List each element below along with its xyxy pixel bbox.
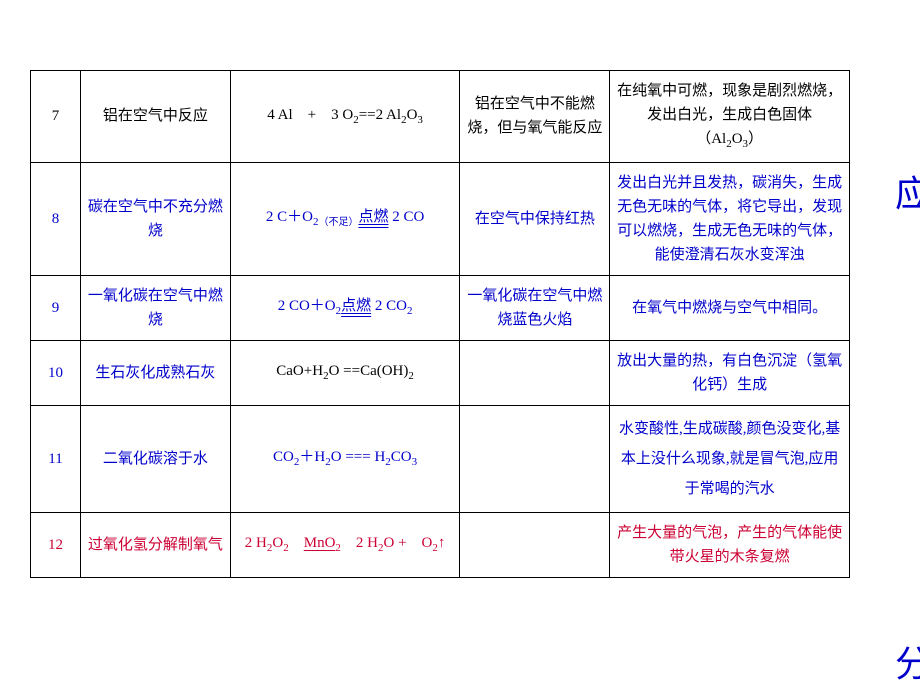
catalyst-label: MnO2 bbox=[304, 535, 341, 551]
reaction-name: 过氧化氢分解制氧气 bbox=[80, 512, 230, 577]
reaction-name: 二氧化碳溶于水 bbox=[80, 405, 230, 512]
reaction-equation: 4 Al + 3 O2==2 Al2O3 bbox=[230, 71, 460, 163]
reaction-desc: 放出大量的热，有白色沉淀（氢氧化钙）生成 bbox=[610, 340, 850, 405]
table-row: 8 碳在空气中不充分燃烧 2 C＋O2（不足）点燃 2 CO 在空气中保持红热 … bbox=[31, 162, 850, 275]
reaction-desc: 水变酸性,生成碳酸,颜色没变化,基本上没什么现象,就是冒气泡,应用于常喝的汽水 bbox=[610, 405, 850, 512]
reaction-name: 生石灰化成熟石灰 bbox=[80, 340, 230, 405]
reaction-desc: 在纯氧中可燃，现象是剧烈燃烧，发出白光，生成白色固体（Al2O3） bbox=[610, 71, 850, 163]
reaction-equation: 2 CO＋O2点燃 2 CO2 bbox=[230, 275, 460, 340]
reaction-equation: CO2＋H2O === H2CO3 bbox=[230, 405, 460, 512]
condition-label: 点燃 bbox=[341, 298, 371, 314]
table-row: 10 生石灰化成熟石灰 CaO+H2O ==Ca(OH)2 放出大量的热，有白色… bbox=[31, 340, 850, 405]
reaction-equation: 2 H2O2 MnO2 2 H2O + O2↑ bbox=[230, 512, 460, 577]
reaction-desc: 在氧气中燃烧与空气中相同。 bbox=[610, 275, 850, 340]
reaction-note: 铝在空气中不能燃烧，但与氧气能反应 bbox=[460, 71, 610, 163]
reaction-name: 碳在空气中不充分燃烧 bbox=[80, 162, 230, 275]
table-row: 11 二氧化碳溶于水 CO2＋H2O === H2CO3 水变酸性,生成碳酸,颜… bbox=[31, 405, 850, 512]
table-row: 9 一氧化碳在空气中燃烧 2 CO＋O2点燃 2 CO2 一氧化碳在空气中燃烧蓝… bbox=[31, 275, 850, 340]
row-num: 8 bbox=[31, 162, 81, 275]
reaction-name: 一氧化碳在空气中燃烧 bbox=[80, 275, 230, 340]
row-num: 7 bbox=[31, 71, 81, 163]
reaction-note bbox=[460, 512, 610, 577]
table-row: 12 过氧化氢分解制氧气 2 H2O2 MnO2 2 H2O + O2↑ 产生大… bbox=[31, 512, 850, 577]
reaction-note: 一氧化碳在空气中燃烧蓝色火焰 bbox=[460, 275, 610, 340]
reaction-note bbox=[460, 340, 610, 405]
row-num: 11 bbox=[31, 405, 81, 512]
condition-label: 点燃 bbox=[358, 209, 388, 225]
reactions-table: 7 铝在空气中反应 4 Al + 3 O2==2 Al2O3 铝在空气中不能燃烧… bbox=[30, 70, 850, 578]
row-num: 9 bbox=[31, 275, 81, 340]
row-num: 10 bbox=[31, 340, 81, 405]
reaction-equation: 2 C＋O2（不足）点燃 2 CO bbox=[230, 162, 460, 275]
reaction-equation: CaO+H2O ==Ca(OH)2 bbox=[230, 340, 460, 405]
side-char-bottom: 分 bbox=[895, 635, 920, 687]
reaction-name: 铝在空气中反应 bbox=[80, 71, 230, 163]
reaction-desc: 产生大量的气泡，产生的气体能使带火星的木条复燃 bbox=[610, 512, 850, 577]
side-char-top: 应 bbox=[895, 165, 920, 217]
reaction-desc: 发出白光并且发热，碳消失，生成无色无味的气体，将它导出，发现可以燃烧，生成无色无… bbox=[610, 162, 850, 275]
reaction-note bbox=[460, 405, 610, 512]
row-num: 12 bbox=[31, 512, 81, 577]
table-row: 7 铝在空气中反应 4 Al + 3 O2==2 Al2O3 铝在空气中不能燃烧… bbox=[31, 71, 850, 163]
reaction-note: 在空气中保持红热 bbox=[460, 162, 610, 275]
